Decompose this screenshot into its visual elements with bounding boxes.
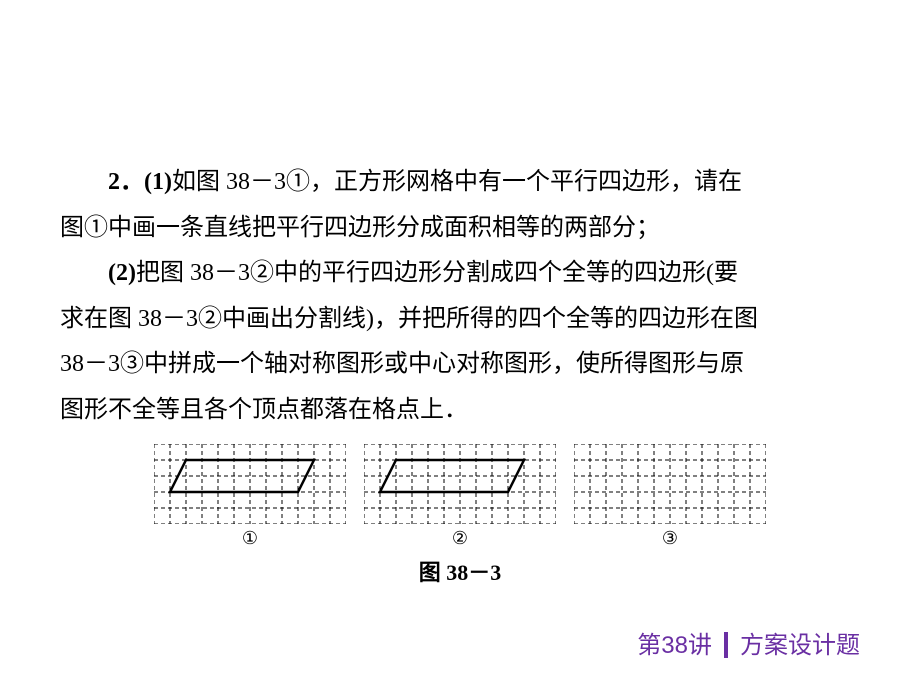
figure-1-label: ① — [242, 528, 258, 549]
figure-3-label: ③ — [662, 528, 678, 549]
grid-1-svg — [154, 444, 346, 524]
paragraph-2-line-1: (2)把图 38－3②中的平行四边形分割成四个全等的四边形(要 — [60, 251, 860, 297]
footer: 第38讲 方案设计题 — [637, 625, 860, 662]
paragraph-1-line-1: 2．(1)如图 38－3①，正方形网格中有一个平行四边形，请在 — [60, 160, 860, 206]
footer-separator — [724, 632, 728, 658]
figure-2: ② — [364, 444, 556, 549]
figure-1: ① — [154, 444, 346, 549]
figures-row: ① ② ③ — [60, 444, 860, 549]
paragraph-2-line-2: 求在图 38－3②中画出分割线)，并把所得的四个全等的四边形在图 — [60, 297, 860, 343]
figure-3: ③ — [574, 444, 766, 549]
paragraph-2-line-3: 38－3③中拼成一个轴对称图形或中心对称图形，使所得图形与原 — [60, 342, 860, 388]
p2-a: 把图 38－3②中的平行四边形分割成四个全等的四边形(要 — [136, 260, 738, 286]
figure-2-label: ② — [452, 528, 468, 549]
p1-a: 如图 38－3①，正方形网格中有一个平行四边形，请在 — [172, 169, 742, 195]
paragraph-2-line-4: 图形不全等且各个顶点都落在格点上． — [60, 388, 860, 434]
grid-2-svg — [364, 444, 556, 524]
paragraph-1-line-2: 图①中画一条直线把平行四边形分成面积相等的两部分； — [60, 206, 860, 252]
footer-right: 方案设计题 — [740, 632, 860, 659]
q2b-lead: (2) — [108, 260, 136, 286]
grid-3-svg — [574, 444, 766, 524]
q2-lead: 2．(1) — [108, 169, 172, 195]
figure-caption: 图 38－3 — [60, 555, 860, 587]
footer-left: 第38讲 — [637, 632, 712, 659]
